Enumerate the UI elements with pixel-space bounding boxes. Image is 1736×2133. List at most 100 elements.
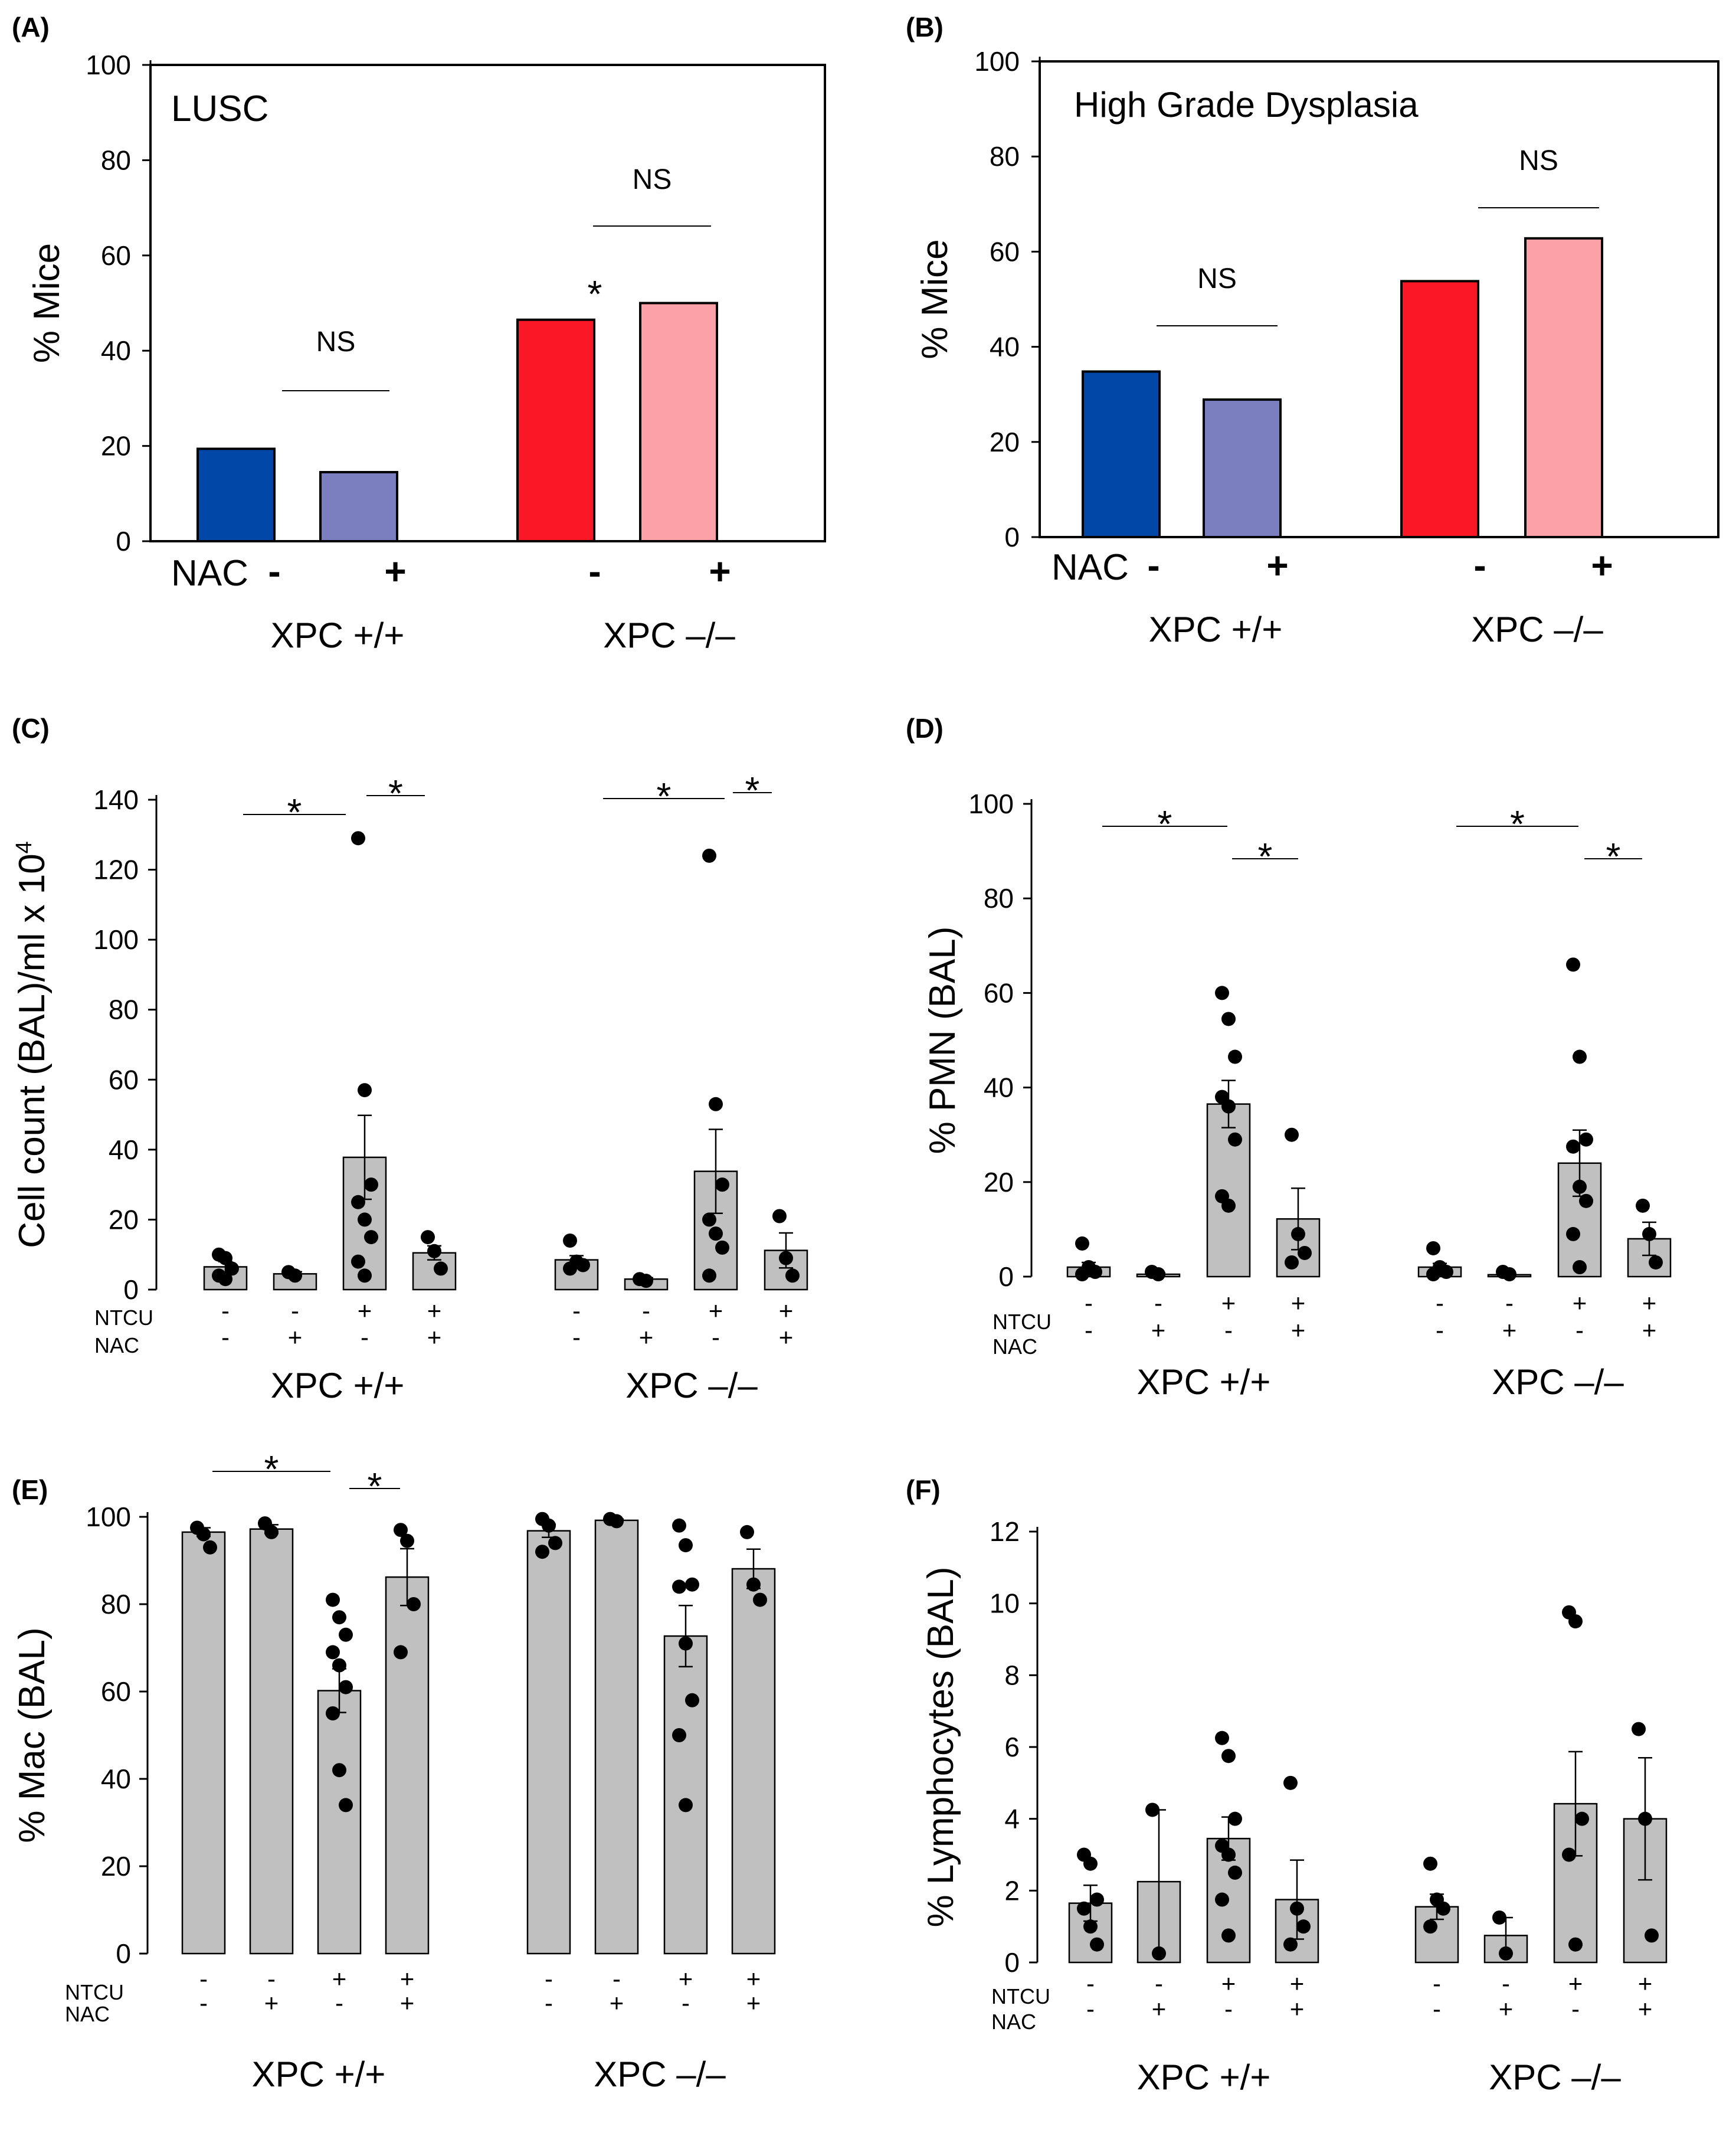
ntcu-sign: - <box>267 1965 276 1993</box>
data-point <box>1573 1179 1587 1194</box>
nac-sign: - <box>268 550 280 593</box>
nac-sign: - <box>1433 1995 1441 2023</box>
nac-sign: - <box>1575 1316 1584 1344</box>
bar <box>663 1635 708 1955</box>
data-point <box>1283 1937 1298 1952</box>
nac-sign: - <box>1224 1316 1233 1344</box>
data-point <box>672 1579 686 1594</box>
data-point <box>1426 1267 1440 1281</box>
bar <box>249 1528 294 1955</box>
nac-sign: - <box>1571 1995 1580 2023</box>
ntcu-sign: + <box>1568 1970 1583 1997</box>
data-point <box>610 1514 624 1529</box>
data-point <box>364 1230 378 1245</box>
y-tick-label: 100 <box>93 924 139 955</box>
y-tick-label: 100 <box>86 50 131 80</box>
data-point <box>326 1645 340 1660</box>
nac-sign: - <box>545 1989 553 2017</box>
nac-sign: + <box>746 1989 761 2017</box>
y-axis-label-text: Cell count (BAL)/ml x 10 <box>12 853 53 1248</box>
data-point <box>358 1083 372 1098</box>
data-point <box>364 1177 378 1192</box>
data-point <box>563 1234 577 1248</box>
data-point <box>1285 1255 1299 1270</box>
data-point <box>715 1240 729 1255</box>
significance-star: * <box>1510 803 1525 845</box>
ntcu-sign: - <box>1433 1970 1441 1997</box>
y-tick-label: 140 <box>93 784 139 815</box>
data-point <box>1075 1267 1089 1281</box>
ntcu-sign: + <box>779 1297 794 1324</box>
data-point <box>394 1645 408 1660</box>
data-point <box>1221 1928 1236 1943</box>
group-label: XPC –/– <box>1492 1362 1624 1402</box>
data-point <box>1228 1811 1242 1826</box>
ntcu-sign: + <box>679 1965 693 1993</box>
nac-label: NAC <box>1052 547 1129 588</box>
data-point <box>1492 1910 1506 1925</box>
data-point <box>535 1545 549 1559</box>
data-point <box>685 1693 699 1707</box>
chart-title: LUSC <box>171 89 268 129</box>
data-point <box>1221 1198 1236 1213</box>
data-point <box>1575 1811 1589 1826</box>
group-label: XPC +/+ <box>1137 1362 1271 1402</box>
data-point <box>339 1680 353 1694</box>
data-point <box>679 1636 693 1651</box>
panel-label: (F) <box>906 1474 941 1505</box>
data-point <box>326 1592 340 1607</box>
panel-label: (C) <box>12 713 50 744</box>
y-tick-label: 2 <box>1004 1875 1020 1906</box>
ntcu-sign: - <box>545 1965 553 1993</box>
ns-label: NS <box>1197 263 1237 295</box>
y-axis-label: % Mac (BAL) <box>12 1627 53 1843</box>
data-point <box>1215 1892 1229 1907</box>
ntcu-sign: - <box>221 1297 230 1324</box>
ns-label: NS <box>316 326 356 358</box>
y-tick-label: 80 <box>109 994 139 1025</box>
data-point <box>196 1527 211 1542</box>
ntcu-sign: - <box>572 1297 581 1324</box>
nac-sign: - <box>1436 1316 1444 1344</box>
bar <box>1400 280 1479 538</box>
nac-sign: + <box>1638 1995 1653 2023</box>
data-point <box>1579 1193 1593 1208</box>
data-point <box>1221 1012 1236 1026</box>
nac-label: NAC <box>94 1333 139 1357</box>
data-point <box>1285 1127 1299 1142</box>
ntcu-sign: + <box>400 1965 415 1993</box>
data-point <box>1632 1722 1646 1736</box>
y-axis-label: % Mice <box>27 243 67 363</box>
data-point <box>1642 1226 1656 1241</box>
y-tick-label: 0 <box>123 1274 139 1305</box>
data-point <box>1290 1901 1304 1916</box>
y-tick-label: 100 <box>86 1501 131 1532</box>
bar <box>639 302 718 542</box>
group-label: XPC –/– <box>594 2055 726 2094</box>
data-point <box>779 1251 793 1265</box>
y-axis-label-superscript: 4 <box>12 841 37 853</box>
bar <box>319 470 398 542</box>
data-point <box>542 1518 556 1533</box>
data-point <box>351 1254 365 1269</box>
ntcu-sign: - <box>1154 1289 1162 1317</box>
group-label: XPC +/+ <box>252 2055 386 2094</box>
ntcu-sign: + <box>1290 1970 1305 1997</box>
data-point <box>1436 1901 1450 1916</box>
data-point <box>563 1261 577 1276</box>
y-tick-label: 60 <box>109 1064 139 1095</box>
data-point <box>1439 1264 1453 1279</box>
nac-sign: - <box>1085 1316 1093 1344</box>
data-point <box>1645 1928 1659 1943</box>
group-label: XPC +/+ <box>271 1366 405 1405</box>
group-label: XPC +/+ <box>271 616 405 655</box>
data-point <box>203 1540 217 1555</box>
y-tick-label: 60 <box>984 977 1014 1008</box>
significance-star: * <box>388 772 403 814</box>
panel-label: (E) <box>12 1474 48 1505</box>
ns-label: NS <box>1519 145 1558 176</box>
y-tick-label: 0 <box>1004 522 1020 552</box>
ntcu-sign: + <box>358 1297 372 1324</box>
data-point <box>1568 1937 1583 1952</box>
data-point <box>1075 1236 1089 1251</box>
